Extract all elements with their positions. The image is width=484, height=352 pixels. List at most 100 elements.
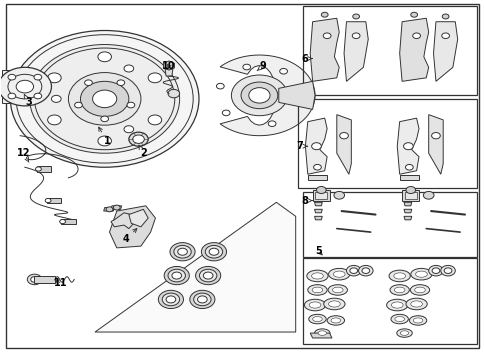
Circle shape	[16, 80, 33, 93]
Ellipse shape	[414, 287, 424, 293]
Ellipse shape	[393, 273, 405, 279]
Polygon shape	[104, 208, 114, 211]
Circle shape	[339, 132, 348, 139]
Circle shape	[349, 268, 357, 274]
Text: 3: 3	[24, 94, 31, 107]
Ellipse shape	[328, 268, 349, 280]
Circle shape	[8, 93, 15, 99]
Circle shape	[410, 12, 417, 17]
Circle shape	[209, 248, 218, 255]
Circle shape	[117, 80, 124, 86]
Circle shape	[34, 93, 42, 99]
Circle shape	[279, 68, 287, 74]
Ellipse shape	[327, 285, 347, 295]
Circle shape	[440, 265, 454, 276]
Circle shape	[423, 191, 433, 199]
Polygon shape	[33, 276, 55, 283]
Polygon shape	[307, 175, 326, 180]
Circle shape	[231, 75, 287, 116]
Circle shape	[133, 135, 144, 143]
Ellipse shape	[410, 268, 431, 280]
Circle shape	[199, 269, 216, 282]
Circle shape	[124, 126, 134, 133]
Circle shape	[431, 268, 439, 274]
Circle shape	[34, 74, 42, 80]
Ellipse shape	[306, 270, 327, 282]
Circle shape	[205, 245, 222, 258]
Polygon shape	[46, 198, 61, 203]
Circle shape	[27, 274, 42, 285]
Polygon shape	[403, 209, 411, 213]
Circle shape	[68, 73, 141, 125]
Text: 9: 9	[257, 61, 266, 71]
Polygon shape	[163, 61, 174, 70]
Circle shape	[352, 14, 359, 19]
Polygon shape	[310, 18, 338, 81]
Circle shape	[346, 265, 360, 276]
Text: 1: 1	[98, 127, 110, 146]
Ellipse shape	[314, 329, 329, 337]
Circle shape	[351, 33, 359, 39]
Circle shape	[166, 296, 175, 303]
Circle shape	[431, 132, 439, 139]
Circle shape	[358, 265, 372, 276]
Circle shape	[241, 82, 277, 109]
Text: 10: 10	[162, 61, 175, 70]
Polygon shape	[314, 209, 322, 213]
Circle shape	[173, 245, 191, 258]
Circle shape	[405, 164, 412, 170]
Circle shape	[171, 272, 181, 279]
Ellipse shape	[312, 287, 322, 293]
Circle shape	[321, 12, 327, 17]
Circle shape	[162, 293, 179, 306]
Polygon shape	[111, 213, 134, 228]
Ellipse shape	[309, 302, 320, 308]
Circle shape	[203, 272, 212, 279]
Circle shape	[403, 143, 412, 150]
Bar	[302, 258, 476, 344]
Circle shape	[323, 33, 330, 39]
Polygon shape	[399, 175, 418, 180]
Polygon shape	[343, 22, 367, 81]
Ellipse shape	[311, 273, 323, 279]
Text: 8: 8	[301, 196, 312, 206]
Circle shape	[158, 290, 183, 309]
Bar	[298, 99, 476, 188]
Ellipse shape	[333, 271, 344, 277]
Ellipse shape	[391, 302, 402, 308]
Polygon shape	[111, 206, 121, 209]
Circle shape	[80, 81, 129, 117]
Ellipse shape	[399, 331, 408, 335]
Bar	[315, 192, 326, 199]
Ellipse shape	[331, 318, 340, 323]
Circle shape	[98, 52, 111, 62]
Circle shape	[60, 220, 65, 224]
Ellipse shape	[307, 285, 326, 295]
Polygon shape	[312, 190, 329, 201]
Polygon shape	[37, 166, 51, 172]
Ellipse shape	[328, 301, 340, 307]
Text: 6: 6	[301, 54, 311, 64]
Circle shape	[248, 88, 270, 103]
Text: 7: 7	[296, 141, 306, 151]
Circle shape	[30, 277, 38, 282]
Text: 11: 11	[54, 278, 68, 288]
Polygon shape	[310, 333, 331, 338]
Circle shape	[148, 115, 161, 125]
Polygon shape	[336, 115, 350, 174]
Ellipse shape	[318, 331, 326, 335]
Ellipse shape	[408, 316, 426, 325]
Circle shape	[405, 187, 415, 194]
Circle shape	[167, 89, 179, 98]
Polygon shape	[314, 202, 322, 206]
Circle shape	[167, 269, 185, 282]
Circle shape	[47, 73, 61, 83]
Circle shape	[189, 290, 214, 309]
Circle shape	[106, 207, 113, 212]
Circle shape	[51, 95, 61, 102]
Polygon shape	[95, 202, 295, 332]
Ellipse shape	[389, 285, 408, 295]
Polygon shape	[278, 81, 315, 109]
Circle shape	[222, 110, 229, 116]
Text: 12: 12	[17, 148, 30, 162]
